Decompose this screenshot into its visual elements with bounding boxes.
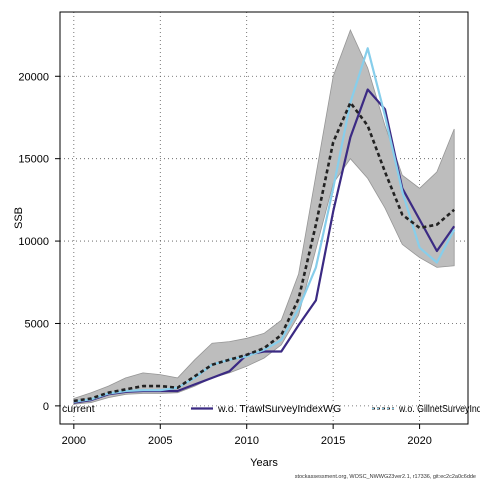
credit-text: stockassessment.org, WOSC_NWWG23ver2.1, … (295, 474, 476, 480)
legend-label: w.o. GillnetSurveyIndex (398, 403, 480, 415)
x-tick-label: 2005 (148, 435, 172, 447)
series-line-2 (73, 47, 456, 403)
legend-label: current (62, 403, 95, 415)
x-tick-label: 2020 (407, 435, 431, 447)
x-tick-label: 2015 (321, 435, 345, 447)
y-tick-label: 10000 (18, 236, 49, 248)
y-tick-label: 15000 (18, 154, 49, 166)
legend: current w.o. TrawlSurveyIndexWG w.o. Gilln… (62, 403, 480, 415)
x-tick-label: 2010 (234, 435, 258, 447)
x-axis: 2000 2005 2010 2015 2020 (62, 424, 432, 447)
legend-label: w.o. TrawlSurveyIndexWG (217, 403, 341, 415)
y-tick-label: 0 (43, 401, 49, 413)
x-tick-label: 2000 (62, 435, 86, 447)
y-axis: 0 5000 10000 15000 20000 (18, 71, 60, 413)
x-axis-label: Years (250, 457, 278, 469)
plot-frame (59, 11, 469, 425)
confidence-band (73, 29, 455, 405)
y-tick-label: 20000 (18, 71, 49, 83)
y-tick-label: 5000 (25, 318, 49, 330)
series-lines (73, 47, 456, 404)
y-axis-label: SSB (13, 207, 25, 229)
series-line-0 (73, 101, 456, 403)
